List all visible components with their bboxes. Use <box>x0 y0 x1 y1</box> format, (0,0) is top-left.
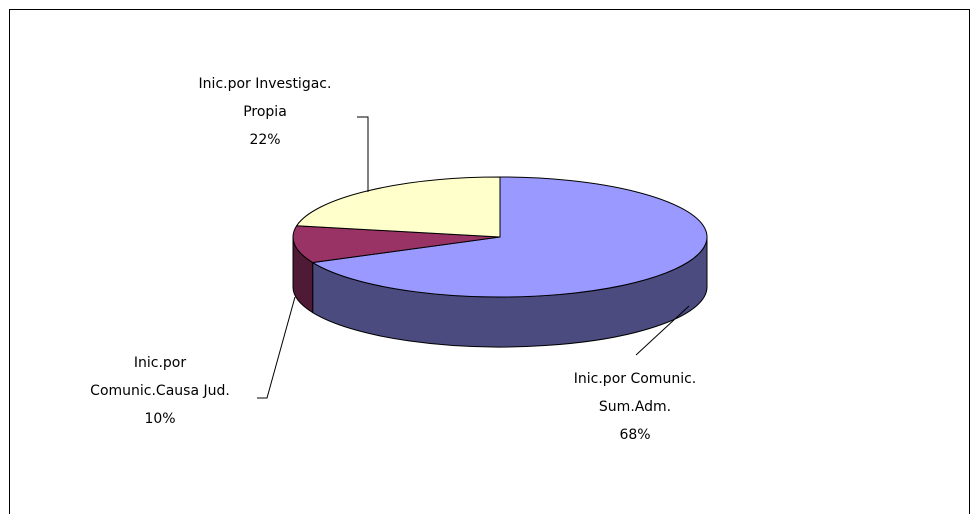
slice <box>292 225 501 264</box>
slice-label: Inic.por Comunic. Sum.Adm. <box>574 371 696 415</box>
leader-line <box>357 116 369 192</box>
value-label: 22% <box>249 132 280 148</box>
slice-label: Inic.por Investigac. Propia <box>199 76 332 120</box>
slice-label: Inic.por Comunic.Causa Jud. <box>90 355 230 399</box>
value-label: 68% <box>619 427 650 443</box>
leader-line <box>257 296 296 399</box>
slice <box>311 176 708 298</box>
chart-frame <box>9 9 970 514</box>
value-label: 10% <box>144 411 175 427</box>
leader-line <box>635 305 690 356</box>
pie <box>292 176 708 348</box>
labels: Inic.por Comunic. Sum.Adm. 68% Inic.por Comu… <box>90 76 696 443</box>
